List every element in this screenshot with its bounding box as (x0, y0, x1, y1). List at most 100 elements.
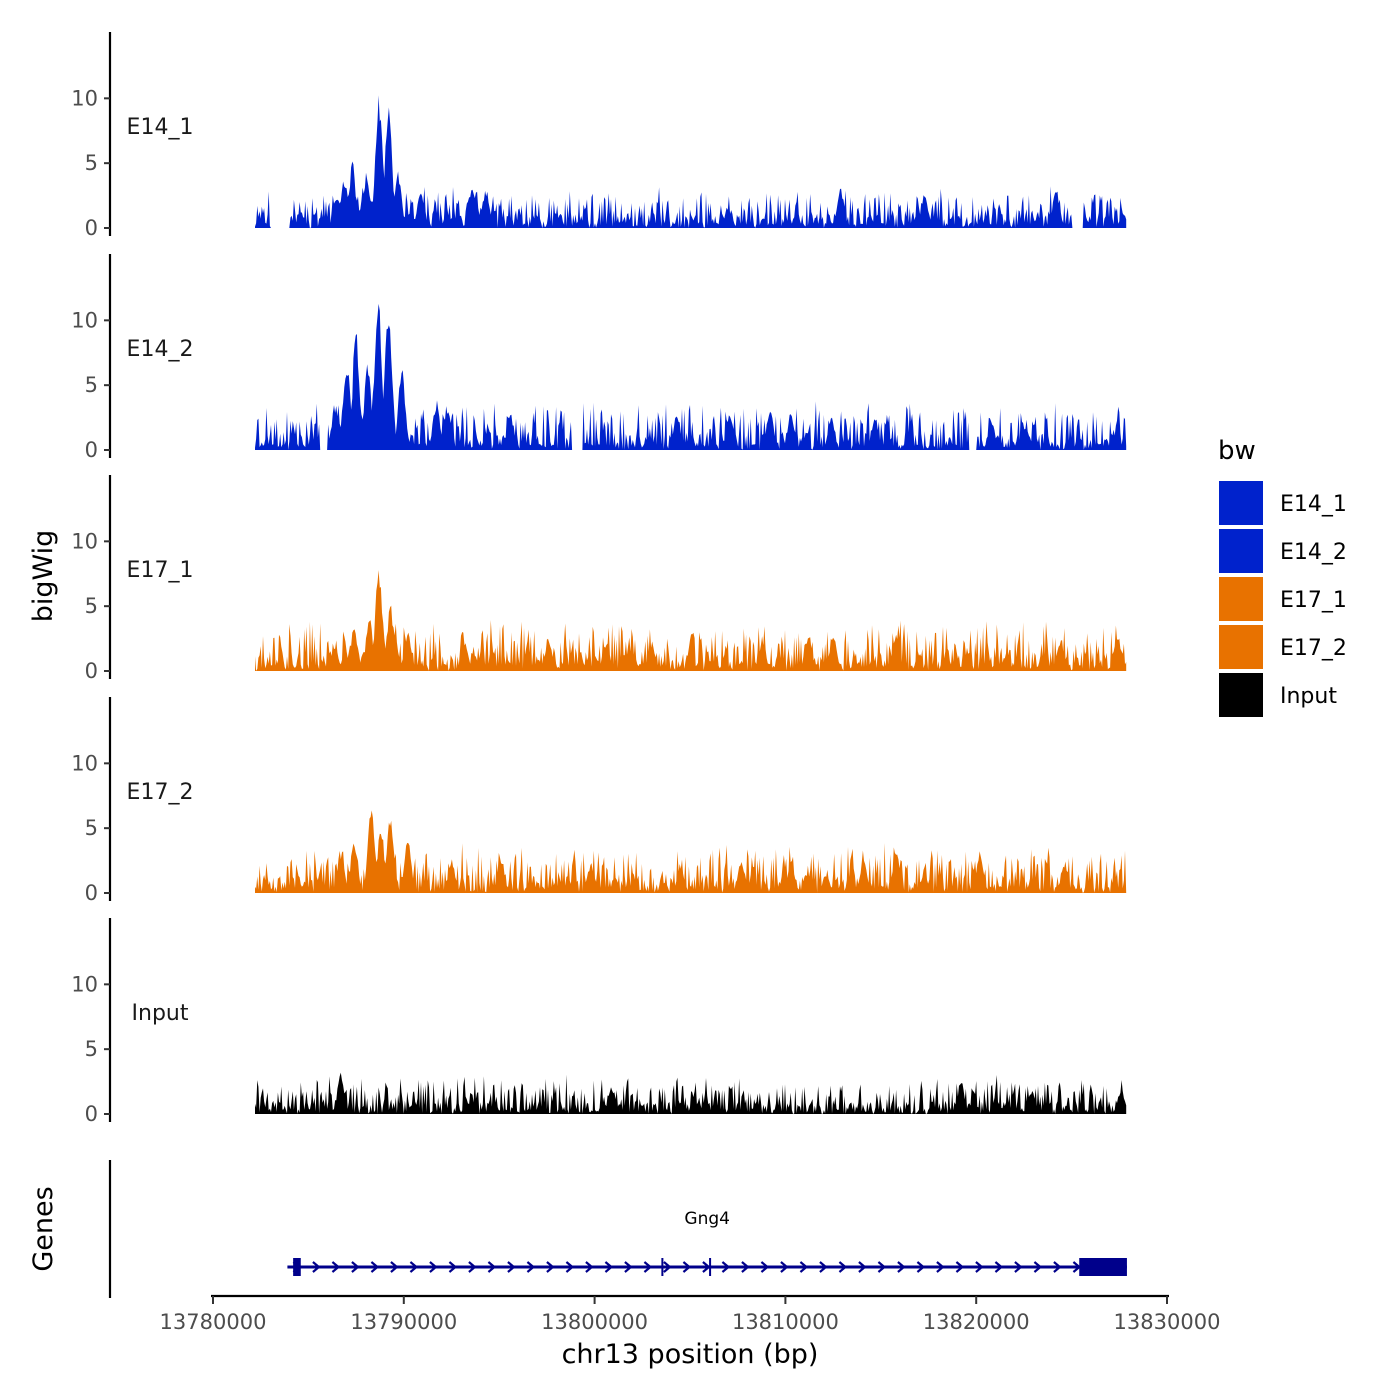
legend-label: Input (1280, 684, 1337, 709)
strand-arrow (799, 1261, 809, 1273)
coverage-area-e14_1 (255, 95, 1127, 229)
coverage-area-e14_2 (255, 303, 1127, 450)
strand-arrow (585, 1261, 594, 1273)
strand-arrow (721, 1261, 731, 1273)
x-tick-label: 13780000 (160, 1310, 267, 1334)
gene-exon (1079, 1258, 1127, 1276)
strand-arrow (643, 1261, 653, 1273)
strand-arrow (780, 1261, 789, 1273)
strand-arrow (604, 1261, 614, 1273)
strand-arrow (312, 1261, 321, 1273)
genes-track: Gng4 (108, 1160, 1127, 1298)
legend-swatch-e14_1 (1217, 479, 1265, 527)
track-e14_1: 0 5 10 E14_1 (71, 32, 1127, 240)
x-tick-label: 13830000 (1114, 1310, 1221, 1334)
y-tick-label: 0 (85, 1102, 98, 1126)
legend-swatch-e17_1 (1217, 575, 1265, 623)
strand-arrow (1014, 1261, 1023, 1273)
gene-exon (709, 1258, 712, 1276)
legend-label: E14_1 (1280, 492, 1347, 517)
signal-tracks: 0 5 10 E14_1 0 5 10 E14_2 0 5 10 E17_1 0 5 10 E17_2 0 5 10… (71, 32, 1127, 1126)
track-e14_2: 0 5 10 E14_2 (71, 254, 1127, 462)
strand-arrow (370, 1261, 380, 1273)
strand-arrow (624, 1261, 633, 1273)
y-tick-label: 5 (85, 1037, 98, 1061)
strand-arrow (877, 1261, 887, 1273)
x-axis-title: chr13 position (bp) (562, 1339, 819, 1370)
strand-arrow (741, 1261, 750, 1273)
track-input: 0 5 10 Input (71, 918, 1127, 1126)
strand-arrow (663, 1261, 672, 1273)
strand-arrow (858, 1261, 867, 1273)
strand-arrow (390, 1261, 399, 1273)
coverage-area-input (255, 1072, 1127, 1114)
strand-arrow (546, 1261, 555, 1273)
gene-label: Gng4 (684, 1209, 730, 1229)
legend-label: E14_2 (1280, 540, 1347, 565)
track-e17_2: 0 5 10 E17_2 (71, 697, 1127, 905)
track-label: E14_2 (127, 337, 194, 362)
strand-arrow (331, 1261, 341, 1273)
gene-gng4: Gng4 (287, 1209, 1127, 1276)
x-tick-label: 13790000 (350, 1310, 457, 1334)
y-tick-label: 10 (71, 529, 98, 553)
x-tick-label: 13810000 (732, 1310, 839, 1334)
track-label: E17_1 (127, 558, 194, 583)
strand-arrow (916, 1261, 926, 1273)
strand-arrow (565, 1261, 575, 1273)
y-tick-label: 0 (85, 659, 98, 683)
strand-arrow (526, 1261, 536, 1273)
strand-arrow (994, 1261, 1004, 1273)
coverage-area-e17_2 (255, 810, 1127, 893)
strand-arrow (468, 1261, 477, 1273)
legend-title: bw (1218, 436, 1256, 466)
y-tick-label: 10 (71, 751, 98, 775)
legend-swatch-e14_2 (1217, 527, 1265, 575)
y-tick-label: 5 (85, 594, 98, 618)
strand-arrow (429, 1261, 438, 1273)
gene-exon (661, 1258, 664, 1276)
coverage-area-e17_1 (255, 570, 1127, 671)
y-tick-label: 5 (85, 151, 98, 175)
y-tick-label: 0 (85, 216, 98, 240)
strand-arrow (487, 1261, 497, 1273)
strand-arrow (838, 1261, 848, 1273)
track-e17_1: 0 5 10 E17_1 (71, 475, 1127, 683)
x-tick-label: 13820000 (923, 1310, 1030, 1334)
strand-arrow (448, 1261, 458, 1273)
strand-arrow (975, 1261, 984, 1273)
legend-label: E17_1 (1280, 588, 1347, 613)
legend: bw E14_1 E14_2 E17_1 E17_2 Input (1217, 436, 1347, 719)
y-axis-title: bigWig (28, 530, 59, 623)
strand-arrow (955, 1261, 965, 1273)
strand-arrow (897, 1261, 906, 1273)
x-tick-label: 13800000 (541, 1310, 648, 1334)
y-tick-label: 10 (71, 308, 98, 332)
y-tick-label: 5 (85, 816, 98, 840)
strand-arrow (409, 1261, 419, 1273)
y-tick-label: 10 (71, 972, 98, 996)
strand-arrow (1033, 1261, 1043, 1273)
x-axis: 13780000 13790000 13800000 13810000 13820000… (160, 1294, 1221, 1334)
track-label: Input (132, 1001, 189, 1026)
gene-exon (293, 1258, 301, 1276)
genes-track-title: Genes (28, 1186, 59, 1271)
strand-arrow (1053, 1261, 1062, 1273)
strand-arrow (702, 1261, 711, 1273)
strand-arrow (351, 1261, 360, 1273)
y-tick-label: 0 (85, 438, 98, 462)
y-tick-label: 10 (71, 86, 98, 110)
legend-swatch-input (1217, 671, 1265, 719)
legend-swatch-e17_2 (1217, 623, 1265, 671)
strand-arrow (936, 1261, 945, 1273)
y-tick-label: 5 (85, 373, 98, 397)
y-tick-label: 0 (85, 881, 98, 905)
strand-arrow (507, 1261, 516, 1273)
strand-arrow (760, 1261, 770, 1273)
strand-arrow (682, 1261, 692, 1273)
track-label: E17_2 (127, 780, 194, 805)
strand-arrow (819, 1261, 828, 1273)
legend-label: E17_2 (1280, 636, 1347, 661)
track-label: E14_1 (127, 115, 194, 140)
